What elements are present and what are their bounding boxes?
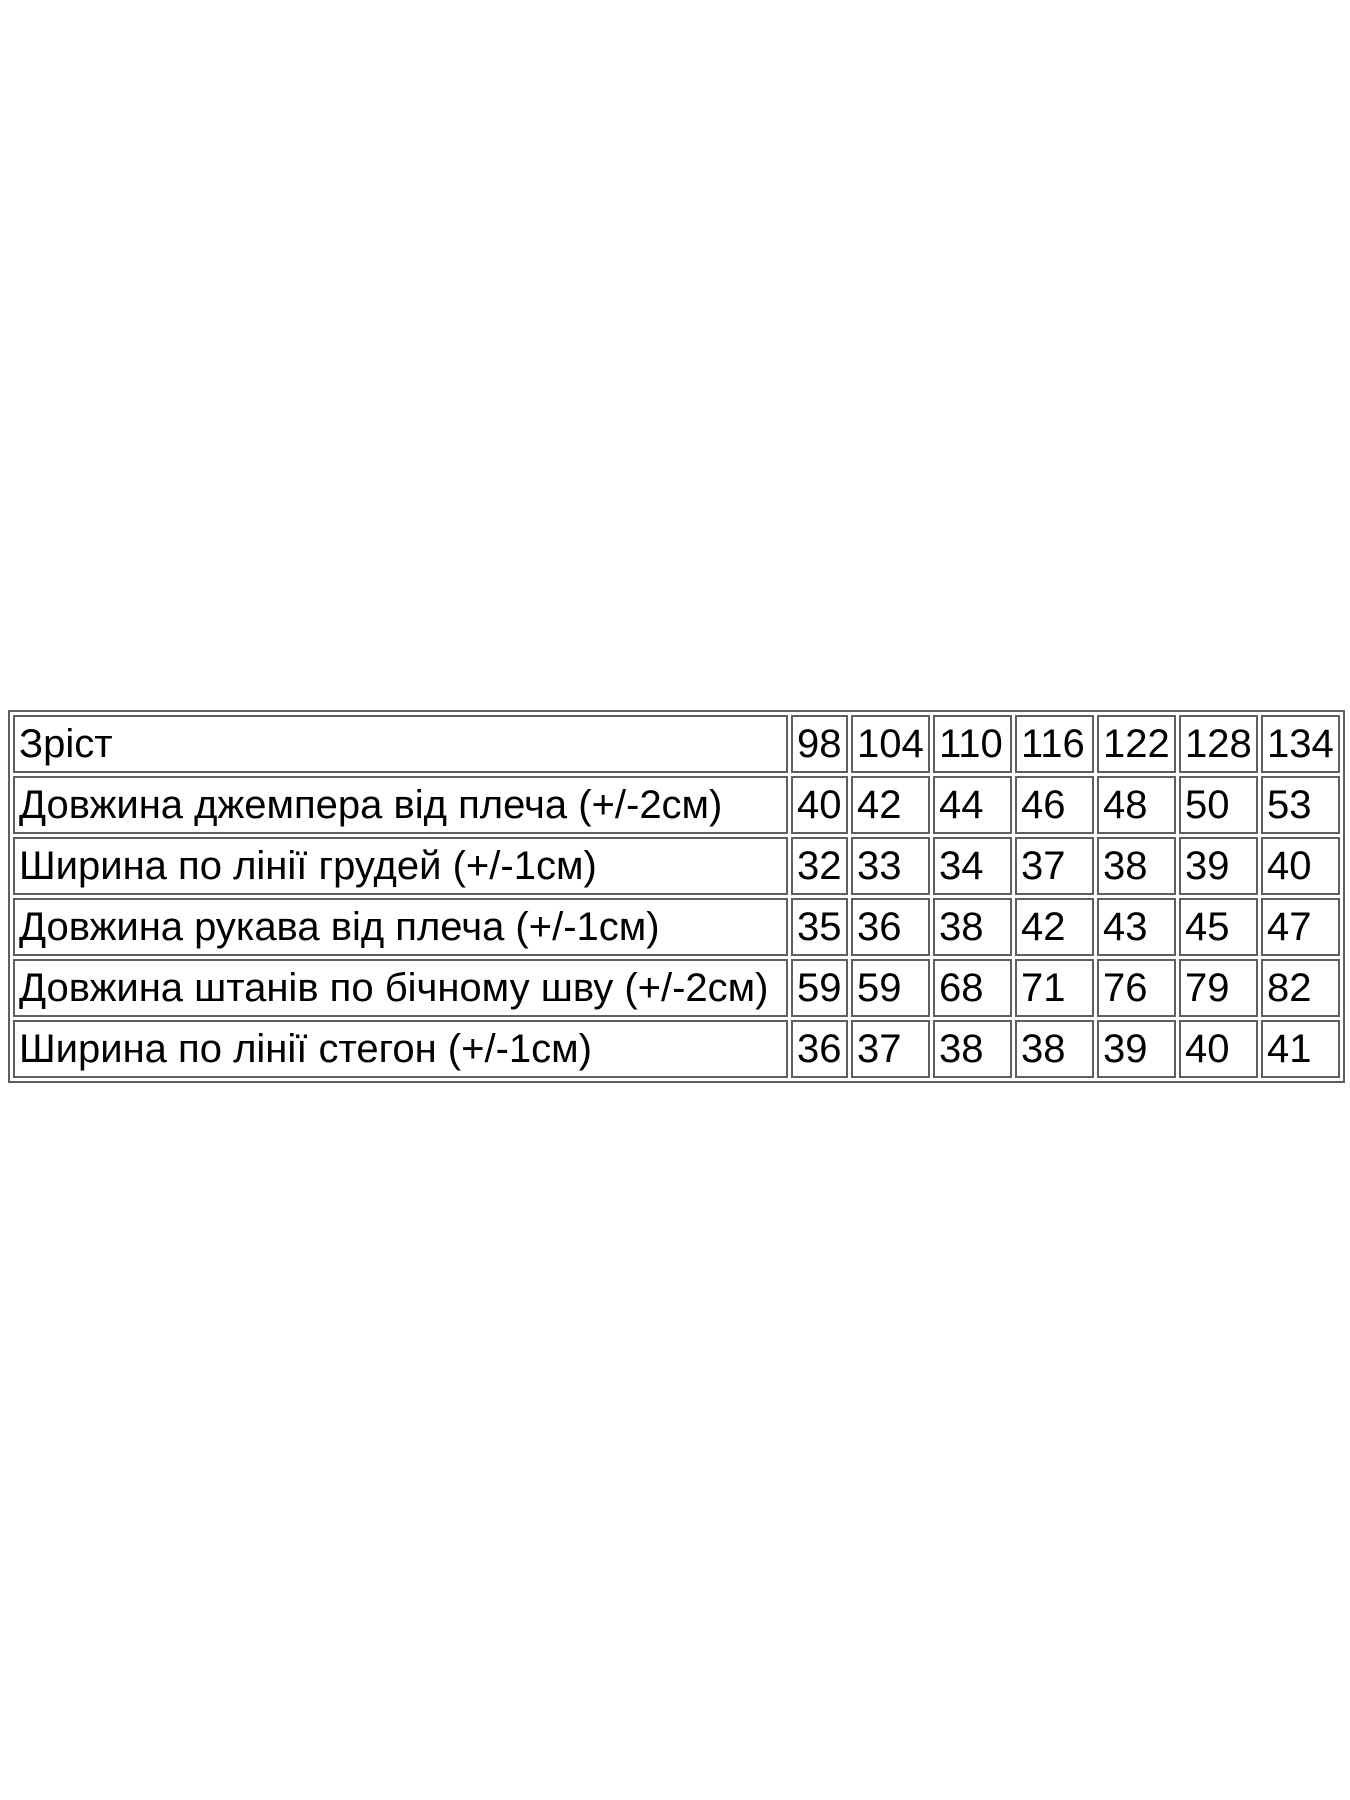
size-value-cell: 33 (851, 837, 930, 895)
size-value-cell: 68 (933, 959, 1012, 1017)
size-value-cell: 38 (1097, 837, 1176, 895)
size-value-cell: 36 (851, 898, 930, 956)
table-row: Ширина по лінії стегон (+/-1см) 36 37 38 38 3… (13, 1020, 1340, 1078)
table-row: Довжина штанів по бічному шву (+/-2см) 59… (13, 959, 1340, 1017)
size-value-cell: 104 (851, 715, 930, 773)
size-value-cell: 40 (1179, 1020, 1258, 1078)
row-label-cell: Довжина рукава від плеча (+/-1см) (13, 898, 788, 956)
header-row: Зріст 98 104 110 116 122 128 134 (13, 715, 1340, 773)
size-value-cell: 39 (1097, 1020, 1176, 1078)
size-value-cell: 38 (933, 1020, 1012, 1078)
size-value-cell: 38 (933, 898, 1012, 956)
size-value-cell: 134 (1261, 715, 1340, 773)
size-value-cell: 48 (1097, 776, 1176, 834)
size-value-cell: 37 (1015, 837, 1094, 895)
size-value-cell: 50 (1179, 776, 1258, 834)
size-value-cell: 41 (1261, 1020, 1340, 1078)
table-row: Довжина рукава від плеча (+/-1см) 35 36 38 4… (13, 898, 1340, 956)
size-value-cell: 37 (851, 1020, 930, 1078)
size-value-cell: 82 (1261, 959, 1340, 1017)
size-value-cell: 79 (1179, 959, 1258, 1017)
size-value-cell: 98 (791, 715, 848, 773)
size-value-cell: 32 (791, 837, 848, 895)
size-value-cell: 59 (791, 959, 848, 1017)
size-value-cell: 128 (1179, 715, 1258, 773)
size-value-cell: 44 (933, 776, 1012, 834)
size-value-cell: 59 (851, 959, 930, 1017)
size-value-cell: 34 (933, 837, 1012, 895)
table-row: Довжина джемпера від плеча (+/-2см) 40 42 4… (13, 776, 1340, 834)
size-value-cell: 40 (791, 776, 848, 834)
size-value-cell: 39 (1179, 837, 1258, 895)
row-label-cell: Зріст (13, 715, 788, 773)
row-label-cell: Ширина по лінії стегон (+/-1см) (13, 1020, 788, 1078)
size-value-cell: 42 (1015, 898, 1094, 956)
size-value-cell: 76 (1097, 959, 1176, 1017)
size-value-cell: 43 (1097, 898, 1176, 956)
row-label-cell: Довжина штанів по бічному шву (+/-2см) (13, 959, 788, 1017)
size-value-cell: 110 (933, 715, 1012, 773)
size-value-cell: 35 (791, 898, 848, 956)
size-value-cell: 40 (1261, 837, 1340, 895)
size-value-cell: 47 (1261, 898, 1340, 956)
size-table-body: Зріст 98 104 110 116 122 128 134 Довжина джемпер… (13, 715, 1340, 1078)
size-value-cell: 38 (1015, 1020, 1094, 1078)
size-value-cell: 71 (1015, 959, 1094, 1017)
size-value-cell: 42 (851, 776, 930, 834)
row-label-cell: Довжина джемпера від плеча (+/-2см) (13, 776, 788, 834)
table-row: Ширина по лінії грудей (+/-1см) 32 33 34 37 3… (13, 837, 1340, 895)
row-label-cell: Ширина по лінії грудей (+/-1см) (13, 837, 788, 895)
size-value-cell: 116 (1015, 715, 1094, 773)
size-value-cell: 45 (1179, 898, 1258, 956)
size-value-cell: 53 (1261, 776, 1340, 834)
size-value-cell: 46 (1015, 776, 1094, 834)
size-value-cell: 122 (1097, 715, 1176, 773)
size-value-cell: 36 (791, 1020, 848, 1078)
size-chart-table: Зріст 98 104 110 116 122 128 134 Довжина джемпер… (8, 710, 1345, 1083)
